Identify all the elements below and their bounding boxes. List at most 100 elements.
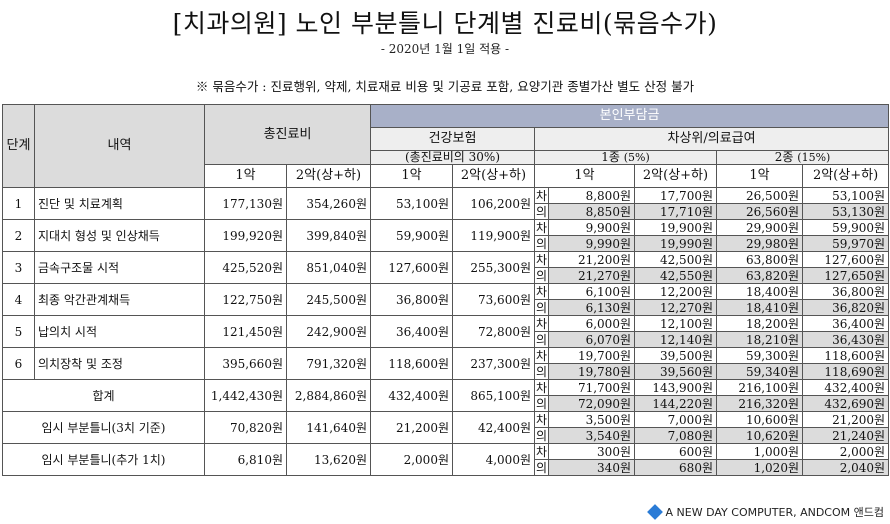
header-class2-pct: (15%) [797, 151, 831, 164]
total-label: 합계 [2, 379, 205, 412]
stage-3-h1: 127,600원 [370, 251, 453, 284]
stage-2-h1: 59,900원 [370, 219, 453, 252]
mark-cha: 차 [534, 411, 549, 428]
extra-2-t1: 6,810원 [204, 443, 287, 476]
stage-5-row-ui: 의 6,070원 12,140원 18,210원 36,430원 [3, 331, 890, 348]
stage-1-c1a: 8,800원 [548, 187, 635, 204]
total-t1: 1,442,430원 [204, 379, 287, 412]
stage-4-c1a: 6,100원 [548, 283, 635, 300]
stage-5-m2b: 36,430원 [801, 331, 890, 348]
extra-1-c1b: 7,000원 [634, 411, 717, 428]
stage-desc: 최종 악간관계채득 [34, 283, 205, 316]
extra-1-label: 임시 부분틀니(3치 기준) [2, 411, 205, 444]
extra-1-row-ui: 의 3,540원 7,080원 10,620원 21,240원 [3, 427, 890, 444]
stage-4-m1b: 12,270원 [634, 299, 717, 316]
total-c2a: 216,100원 [716, 379, 803, 396]
stage-3-c2a: 63,800원 [716, 251, 803, 268]
header-c1-arch2: 2악(상+하) [634, 164, 717, 188]
total-t2: 2,884,860원 [286, 379, 371, 412]
extra-2-m1b: 680원 [634, 459, 717, 476]
stage-5-m1a: 6,070원 [548, 331, 635, 348]
extra-2-h1: 2,000원 [370, 443, 453, 476]
bundle-fee-note: ※ 묶음수가 : 진료행위, 약제, 치료재료 비용 및 기공료 포함, 요양기… [195, 79, 695, 94]
mark-cha: 차 [534, 219, 549, 236]
extra-2-m2a: 1,020원 [716, 459, 803, 476]
stage-2-m1a: 9,990원 [548, 235, 635, 252]
extra-1-h2: 42,400원 [452, 411, 535, 444]
extra-2-t2: 13,620원 [286, 443, 371, 476]
stage-2-t1: 199,920원 [204, 219, 287, 252]
extra-2-label: 임시 부분틀니(추가 1치) [2, 443, 205, 476]
stage-desc: 납의치 시적 [34, 315, 205, 348]
stage-desc: 의치장착 및 조정 [34, 347, 205, 380]
stage-number: 5 [2, 315, 35, 348]
header-c2-arch1: 1악 [716, 164, 803, 188]
stage-5-t1: 121,450원 [204, 315, 287, 348]
mark-cha: 차 [534, 443, 549, 460]
stage-5-c1b: 12,100원 [634, 315, 717, 332]
stage-desc: 지대치 형성 및 인상채득 [34, 219, 205, 252]
stage-desc: 진단 및 치료계획 [34, 187, 205, 220]
mark-ui: 의 [534, 459, 549, 476]
stage-5-c2b: 36,400원 [801, 315, 890, 332]
extra-2-m2b: 2,040원 [801, 459, 890, 476]
header-c1-arch1: 1악 [534, 164, 635, 188]
total-m1b: 144,220원 [634, 395, 717, 412]
stage-2-m2a: 29,980원 [716, 235, 803, 252]
stage-5-t2: 242,900원 [286, 315, 371, 348]
stage-5-h2: 72,800원 [452, 315, 535, 348]
header-total-arch1: 1악 [204, 164, 287, 188]
total-m2b: 432,690원 [801, 395, 890, 412]
stage-2-m2b: 59,970원 [801, 235, 890, 252]
mark-ui: 의 [534, 267, 549, 284]
stage-6-c2b: 118,600원 [801, 347, 890, 364]
mark-ui: 의 [534, 427, 549, 444]
stage-1-t2: 354,260원 [286, 187, 371, 220]
stage-1-m1a: 8,850원 [548, 203, 635, 220]
stage-4-m2a: 18,410원 [716, 299, 803, 316]
header-insurance-pct: (총진료비의 30%) [370, 150, 535, 165]
mark-ui: 의 [534, 331, 549, 348]
extra-1-c2a: 10,600원 [716, 411, 803, 428]
stage-4-row-cha: 4 최종 악간관계채득 122,750원 245,500원 36,800원 73,600원… [2, 283, 890, 316]
stage-1-c1b: 17,700원 [634, 187, 717, 204]
stage-number: 4 [2, 283, 35, 316]
brand-footer: A NEW DAY COMPUTER, ANDCOM 앤드컴 [646, 504, 884, 520]
stage-1-t1: 177,130원 [204, 187, 287, 220]
stage-6-c1b: 39,500원 [634, 347, 717, 364]
extra-1-c2b: 21,200원 [801, 411, 890, 428]
stage-1-c2b: 53,100원 [801, 187, 890, 204]
total-m2a: 216,320원 [716, 395, 803, 412]
effective-date: - 2020년 1월 1일 적용 - [380, 42, 510, 56]
stage-4-c1b: 12,200원 [634, 283, 717, 300]
stage-3-t2: 851,040원 [286, 251, 371, 284]
stage-1-h1: 53,100원 [370, 187, 453, 220]
extra-2-c1a: 300원 [548, 443, 635, 460]
stage-5-m2a: 18,210원 [716, 331, 803, 348]
stage-3-h2: 255,300원 [452, 251, 535, 284]
stage-5-c1a: 6,000원 [548, 315, 635, 332]
extra-2-c1b: 600원 [634, 443, 717, 460]
stage-4-h2: 73,600원 [452, 283, 535, 316]
extra-1-m2a: 10,620원 [716, 427, 803, 444]
stage-6-m2a: 59,340원 [716, 363, 803, 380]
extra-2-m1a: 340원 [548, 459, 635, 476]
mark-ui: 의 [534, 235, 549, 252]
stage-6-m2b: 118,690원 [801, 363, 890, 380]
stage-4-m1a: 6,130원 [548, 299, 635, 316]
stage-1-row-ui: 의 8,850원 17,710원 26,560원 53,130원 [3, 203, 890, 220]
brand-text: A NEW DAY COMPUTER, ANDCOM 앤드컴 [665, 506, 884, 519]
header-class2: 2종 (15%) [715, 150, 890, 165]
stage-2-row-cha: 2 지대치 형성 및 인상채득 199,920원 399,840원 59,900원 119… [2, 219, 890, 252]
stage-1-c2a: 26,500원 [716, 187, 803, 204]
page-title: [치과의원] 노인 부분틀니 단계별 진료비(묶음수가) [172, 9, 718, 38]
stage-2-c2a: 29,900원 [716, 219, 803, 236]
extra-2-h2: 4,000원 [452, 443, 535, 476]
total-c1a: 71,700원 [548, 379, 635, 396]
extra-1-t2: 141,640원 [286, 411, 371, 444]
stage-1-m2a: 26,560원 [716, 203, 803, 220]
header-medical-aid: 차상위/의료급여 [533, 127, 890, 151]
stage-2-c1a: 9,900원 [548, 219, 635, 236]
extra-1-m2b: 21,240원 [801, 427, 890, 444]
stage-1-m2b: 53,130원 [801, 203, 890, 220]
